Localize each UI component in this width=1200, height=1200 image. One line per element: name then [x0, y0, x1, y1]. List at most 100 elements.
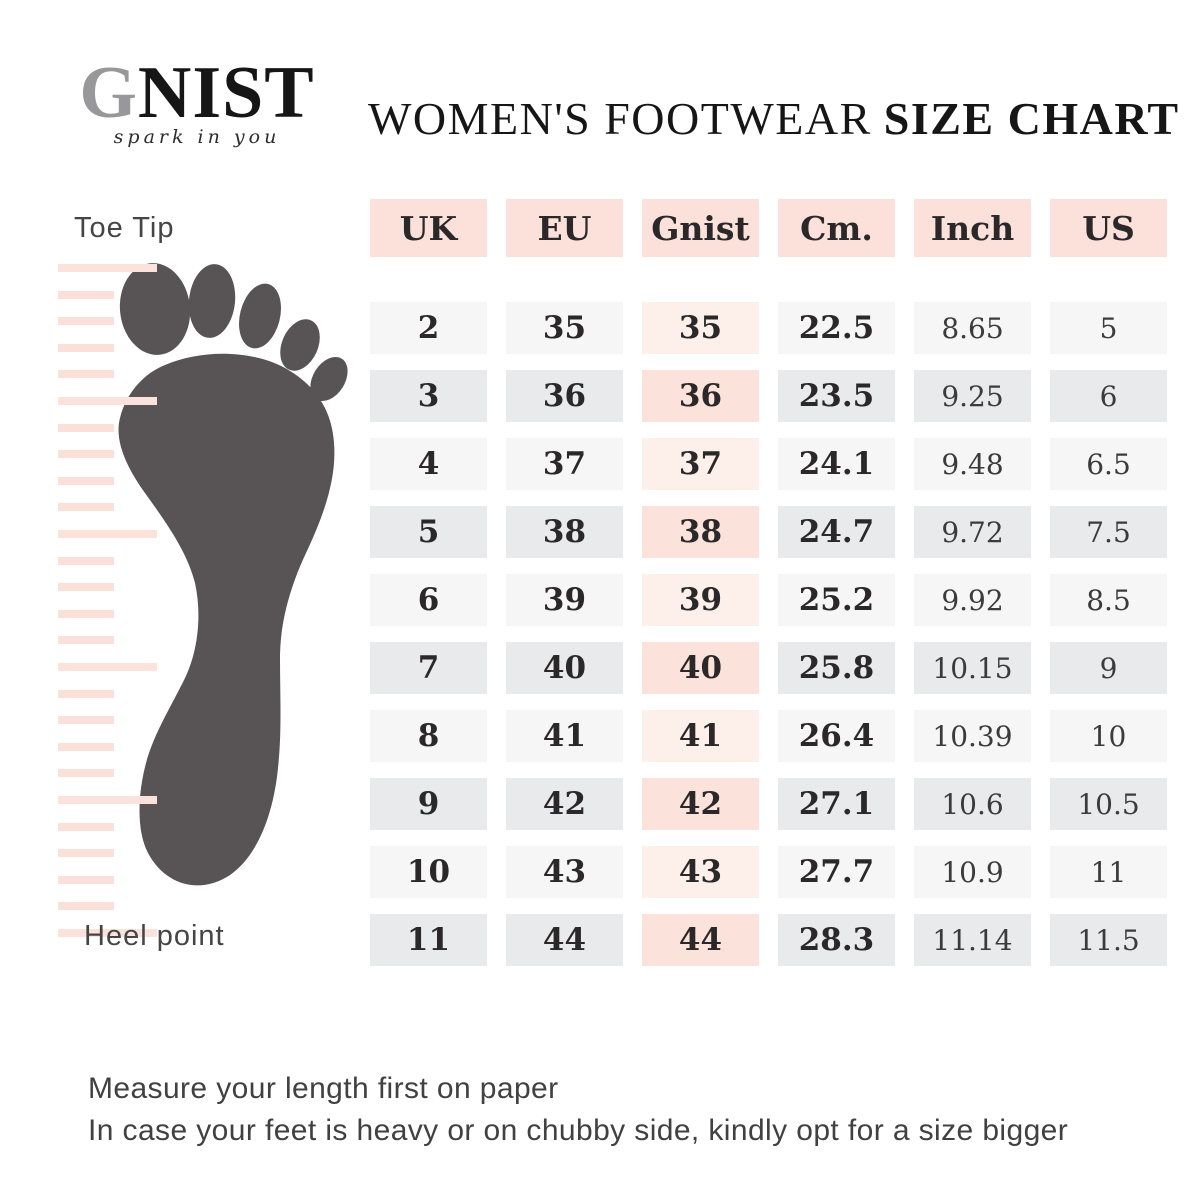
page-title-bold: SIZE CHART — [883, 93, 1180, 144]
foot-sole-shape — [118, 353, 335, 886]
ruler-minor-tick — [58, 636, 114, 644]
table-row: 9 42 42 27.1 10.6 10.5 — [370, 778, 1167, 830]
table-cell: 5 — [370, 506, 487, 558]
table-row: 5 38 38 24.7 9.72 7.5 — [370, 506, 1167, 558]
ruler-major-tick — [58, 264, 157, 272]
table-row: 8 41 41 26.4 10.39 10 — [370, 710, 1167, 762]
brand-letter-g: G — [79, 52, 138, 134]
ruler-minor-tick — [58, 769, 114, 777]
table-cell: 2 — [370, 302, 487, 354]
table-row: 6 39 39 25.2 9.92 8.5 — [370, 574, 1167, 626]
ruler-major-tick — [58, 929, 157, 937]
table-cell: 44 — [506, 914, 623, 966]
ruler-minor-tick — [58, 424, 114, 432]
table-cell: 10.5 — [1050, 778, 1167, 830]
table-cell: 42 — [642, 778, 759, 830]
ruler-minor-tick — [58, 849, 114, 857]
table-cell: 9.48 — [914, 438, 1031, 490]
table-cell: 3 — [370, 370, 487, 422]
column-header-gnist: Gnist — [642, 199, 759, 257]
page-title-regular: WOMEN'S FOOTWEAR — [368, 93, 872, 144]
ruler-minor-tick — [58, 557, 114, 565]
table-cell: 11 — [370, 914, 487, 966]
ruler-minor-tick — [58, 291, 114, 299]
toe-3 — [239, 283, 281, 349]
table-cell: 35 — [506, 302, 623, 354]
brand-letters-rest: NIST — [137, 52, 315, 134]
table-cell: 9.92 — [914, 574, 1031, 626]
table-cell: 9.72 — [914, 506, 1031, 558]
table-cell: 41 — [642, 710, 759, 762]
table-cell: 41 — [506, 710, 623, 762]
table-cell: 9 — [370, 778, 487, 830]
column-header-cm: Cm. — [778, 199, 895, 257]
heel-point-label: Heel point — [84, 920, 225, 952]
table-cell: 22.5 — [778, 302, 895, 354]
ruler-minor-tick — [58, 450, 114, 458]
column-header-inch: Inch — [914, 199, 1031, 257]
ruler-minor-tick — [58, 610, 114, 618]
table-cell: 8 — [370, 710, 487, 762]
table-cell: 36 — [642, 370, 759, 422]
footprint-illustration — [118, 263, 348, 886]
ruler-major-tick — [58, 397, 157, 405]
table-cell: 24.1 — [778, 438, 895, 490]
ruler-minor-tick — [58, 743, 114, 751]
table-header-row: UK EU Gnist Cm. Inch US — [370, 199, 1167, 257]
table-row: 4 37 37 24.1 9.48 6.5 — [370, 438, 1167, 490]
big-toe — [119, 263, 191, 355]
table-cell: 4 — [370, 438, 487, 490]
table-row: 10 43 43 27.7 10.9 11 — [370, 846, 1167, 898]
table-cell: 7.5 — [1050, 506, 1167, 558]
ruler-minor-tick — [58, 902, 114, 910]
ruler-minor-tick — [58, 583, 114, 591]
brand-tagline: spark in you — [113, 126, 281, 148]
ruler-minor-tick — [58, 477, 114, 485]
table-cell: 26.4 — [778, 710, 895, 762]
footnote-chubby: In case your feet is heavy or on chubby … — [88, 1114, 1069, 1147]
table-cell: 10.15 — [914, 642, 1031, 694]
size-table: UK EU Gnist Cm. Inch US 2 35 35 22.5 8.65 5 3 36 36 23.… — [370, 199, 1167, 982]
table-row: 2 35 35 22.5 8.65 5 — [370, 302, 1167, 354]
page-title: WOMEN'S FOOTWEAR SIZE CHART — [368, 92, 1178, 145]
table-cell: 37 — [642, 438, 759, 490]
table-cell: 8.65 — [914, 302, 1031, 354]
column-header-us: US — [1050, 199, 1167, 257]
table-cell: 37 — [506, 438, 623, 490]
ruler-minor-tick — [58, 716, 114, 724]
table-cell: 5 — [1050, 302, 1167, 354]
toe-4 — [280, 319, 320, 371]
footnote-measure: Measure your length first on paper — [88, 1072, 559, 1105]
table-cell: 10.39 — [914, 710, 1031, 762]
table-cell: 39 — [506, 574, 623, 626]
table-cell: 25.2 — [778, 574, 895, 626]
ruler-major-tick — [58, 530, 157, 538]
ruler-minor-tick — [58, 690, 114, 698]
table-cell: 38 — [506, 506, 623, 558]
table-cell: 10 — [1050, 710, 1167, 762]
table-cell: 6.5 — [1050, 438, 1167, 490]
table-cell: 36 — [506, 370, 623, 422]
brand-name: GNIST — [72, 56, 322, 130]
table-cell: 35 — [642, 302, 759, 354]
table-cell: 39 — [642, 574, 759, 626]
column-header-eu: EU — [506, 199, 623, 257]
table-cell: 10.6 — [914, 778, 1031, 830]
table-cell: 10.9 — [914, 846, 1031, 898]
toe-2 — [188, 264, 236, 338]
table-cell: 23.5 — [778, 370, 895, 422]
ruler-major-tick — [58, 663, 157, 671]
table-cell: 6 — [370, 574, 487, 626]
table-cell: 7 — [370, 642, 487, 694]
table-cell: 38 — [642, 506, 759, 558]
table-cell: 43 — [506, 846, 623, 898]
ruler-minor-tick — [58, 344, 114, 352]
table-cell: 10 — [370, 846, 487, 898]
table-cell: 40 — [642, 642, 759, 694]
table-cell: 43 — [642, 846, 759, 898]
table-cell: 11.14 — [914, 914, 1031, 966]
table-cell: 9 — [1050, 642, 1167, 694]
table-row: 7 40 40 25.8 10.15 9 — [370, 642, 1167, 694]
ruler-minor-tick — [58, 503, 114, 511]
ruler-minor-tick — [58, 317, 114, 325]
